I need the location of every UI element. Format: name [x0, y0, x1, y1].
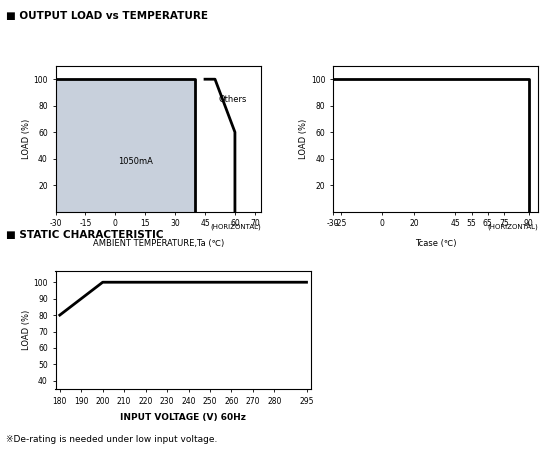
Text: 1050mA: 1050mA	[118, 157, 153, 166]
Y-axis label: LOAD (%): LOAD (%)	[22, 310, 31, 350]
Text: ※De-rating is needed under low input voltage.: ※De-rating is needed under low input vol…	[6, 435, 217, 444]
Y-axis label: LOAD (%): LOAD (%)	[299, 119, 308, 159]
X-axis label: INPUT VOLTAGE (V) 60Hz: INPUT VOLTAGE (V) 60Hz	[120, 413, 246, 422]
Text: (HORIZONTAL): (HORIZONTAL)	[488, 224, 538, 230]
Text: Others: Others	[219, 95, 248, 104]
X-axis label: Tcase (℃): Tcase (℃)	[415, 239, 456, 248]
Y-axis label: LOAD (%): LOAD (%)	[22, 119, 31, 159]
Text: ■ STATIC CHARACTERISTIC: ■ STATIC CHARACTERISTIC	[6, 230, 163, 240]
Text: ■ OUTPUT LOAD vs TEMPERATURE: ■ OUTPUT LOAD vs TEMPERATURE	[6, 11, 208, 21]
Text: (HORIZONTAL): (HORIZONTAL)	[210, 224, 261, 230]
X-axis label: AMBIENT TEMPERATURE,Ta (℃): AMBIENT TEMPERATURE,Ta (℃)	[93, 239, 224, 248]
Polygon shape	[56, 79, 195, 212]
